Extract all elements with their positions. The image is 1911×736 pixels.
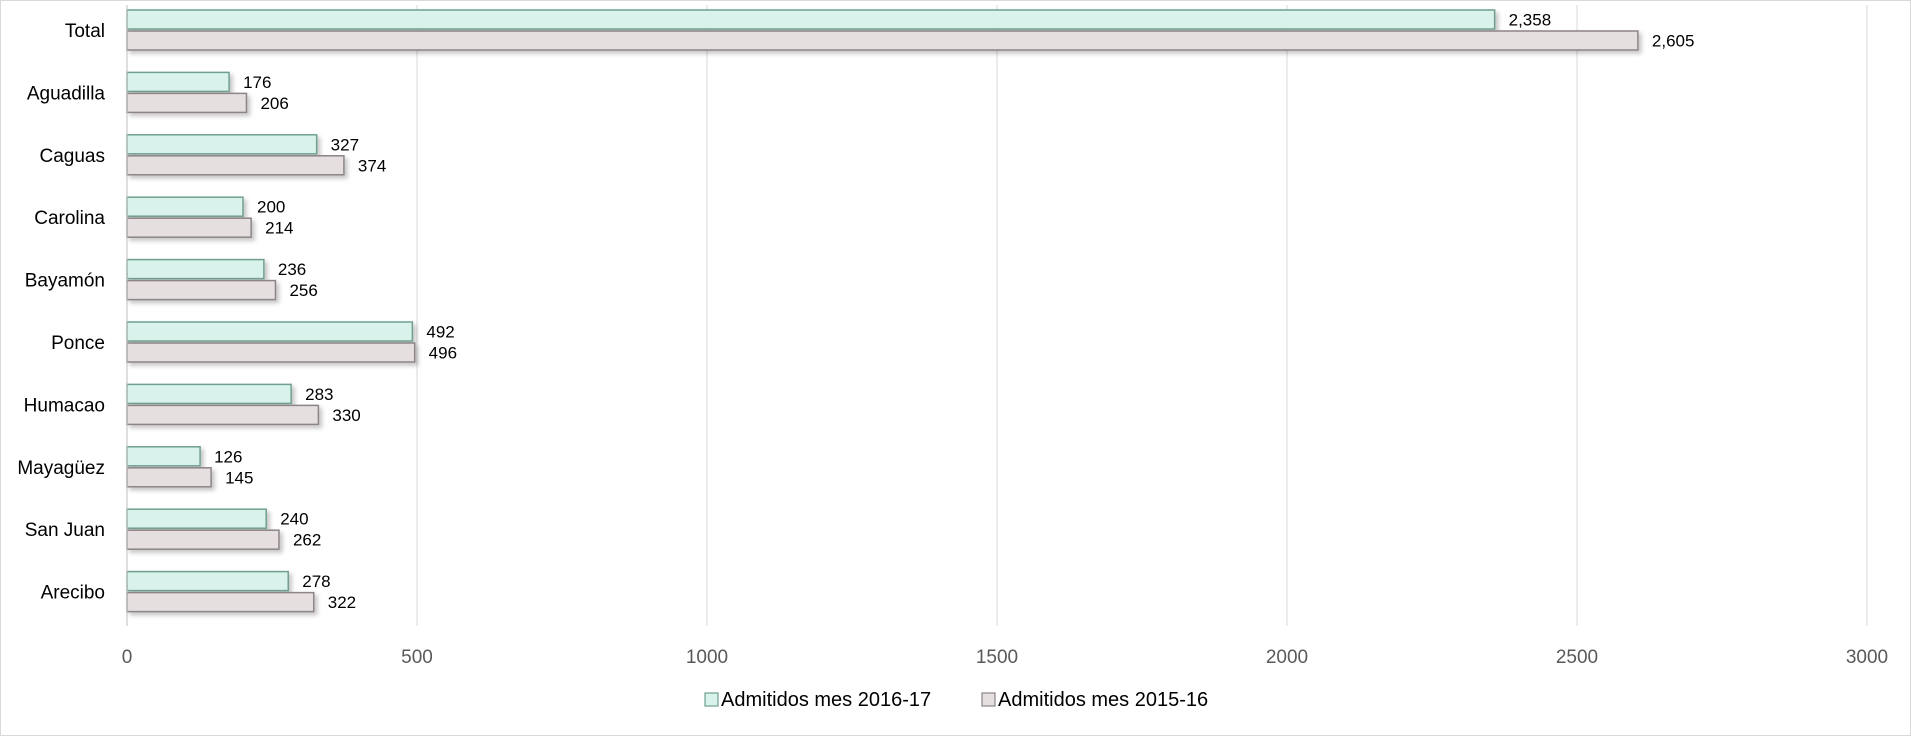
bar-series-2016-17 (126, 383, 292, 405)
data-label: 322 (328, 593, 356, 612)
bar-series-2016-17 (126, 258, 265, 280)
bar-series-2016-17 (126, 321, 414, 342)
legend-label[interactable]: Admitidos mes 2016-17 (721, 689, 931, 711)
category-label: San Juan (25, 520, 105, 541)
bar-series-2016-17 (126, 570, 289, 592)
data-labels: 2,358 2,605 176 206 327 374 200 214 236 256 492 496… (214, 11, 1694, 613)
bar-series-2016-17 (126, 9, 1496, 30)
category-label: Mayagüez (17, 458, 105, 479)
x-tick-label: 1500 (976, 647, 1018, 668)
bar-series-2015-16 (126, 217, 252, 238)
category-label: Arecibo (41, 583, 105, 604)
data-label: 496 (429, 344, 457, 363)
data-label: 200 (257, 198, 285, 217)
data-label: 278 (302, 572, 330, 591)
legend-swatch (981, 692, 996, 707)
data-label: 330 (332, 406, 360, 425)
bar-series-2016-17 (126, 508, 267, 529)
axes: 0 500 1000 1500 2000 2500 3000 Total Aguadilla Ca… (17, 5, 1888, 668)
category-label: Total (65, 21, 105, 42)
bar-series-2015-16 (126, 529, 280, 550)
bar-series-2015-16 (126, 467, 212, 488)
x-tick-label: 2500 (1556, 647, 1598, 668)
bar-series-2016-17 (126, 71, 230, 93)
data-label: 236 (278, 260, 306, 279)
legend[interactable]: Admitidos mes 2016-17 Admitidos mes 2015-… (704, 689, 1208, 711)
data-label: 256 (289, 281, 317, 300)
bar-series-2015-16 (126, 92, 248, 114)
bar-series-2016-17 (126, 446, 201, 467)
data-label: 374 (358, 156, 386, 175)
data-label: 126 (214, 447, 242, 466)
data-label: 2,358 (1509, 11, 1552, 30)
category-label: Caguas (40, 146, 106, 167)
bar-series-2015-16 (126, 591, 315, 613)
bar-series-2015-16 (126, 342, 416, 363)
category-label: Carolina (34, 208, 105, 229)
bar-series-2016-17 (126, 196, 244, 217)
category-label: Aguadilla (27, 83, 106, 104)
category-label: Ponce (51, 333, 105, 354)
x-tick-label: 1000 (686, 647, 728, 668)
bar-series-2015-16 (126, 30, 1639, 51)
data-label: 327 (331, 135, 359, 154)
x-tick-label: 3000 (1846, 647, 1888, 668)
bar-series-2015-16 (126, 404, 320, 426)
x-tick-label: 500 (401, 647, 433, 668)
legend-swatch (704, 692, 719, 707)
data-label: 2,605 (1652, 32, 1695, 51)
data-label: 262 (293, 531, 321, 550)
category-label: Humacao (24, 395, 105, 416)
data-label: 176 (243, 73, 271, 92)
legend-label[interactable]: Admitidos mes 2015-16 (998, 689, 1208, 711)
data-label: 492 (426, 323, 454, 342)
gridlines (416, 5, 1868, 626)
bar-series-2015-16 (126, 155, 345, 176)
data-label: 240 (280, 510, 308, 529)
bars (126, 9, 1639, 613)
data-label: 206 (260, 94, 288, 113)
data-label: 283 (305, 385, 333, 404)
bar-series-2015-16 (126, 279, 277, 301)
category-label: Bayamón (25, 271, 105, 292)
x-tick-label: 2000 (1266, 647, 1308, 668)
x-tick-label: 0 (122, 647, 133, 668)
data-label: 214 (265, 219, 293, 238)
bar-series-2016-17 (126, 134, 318, 155)
data-label: 145 (225, 468, 253, 487)
